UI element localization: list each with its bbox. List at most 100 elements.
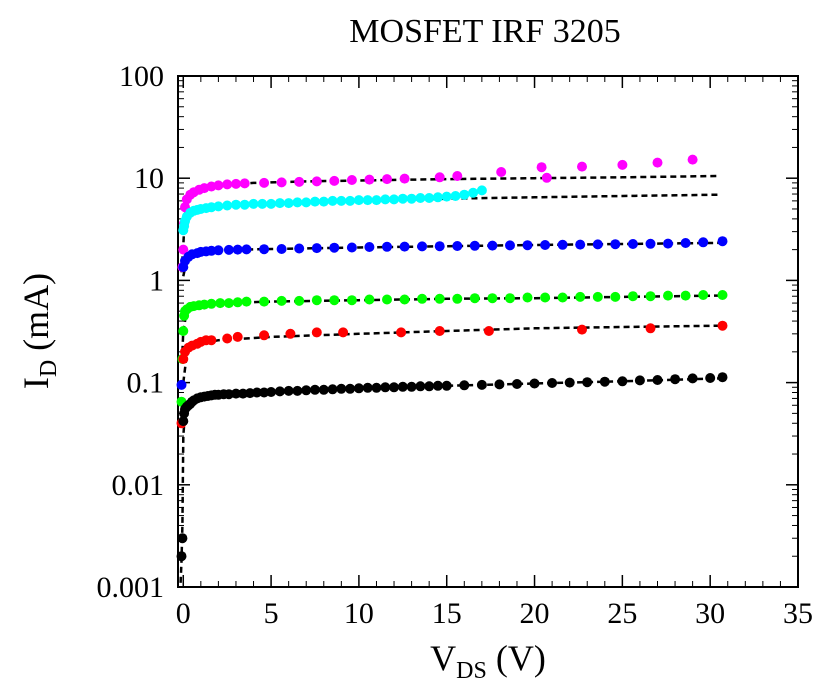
data-point	[634, 375, 645, 386]
data-point	[176, 551, 187, 562]
data-point	[239, 178, 250, 189]
data-point	[452, 241, 463, 251]
x-tick-label: 35	[783, 597, 813, 630]
chart-title: MOSFET IRF 3205	[349, 13, 620, 50]
data-point	[645, 238, 656, 249]
data-point	[441, 380, 452, 391]
data-point	[353, 383, 364, 394]
data-point	[257, 198, 268, 209]
data-point	[483, 326, 494, 336]
data-point	[231, 199, 241, 210]
data-point	[645, 291, 656, 302]
x-tick-label: 10	[344, 597, 374, 630]
data-point	[178, 326, 189, 336]
x-axis-label-main: V	[430, 638, 456, 678]
data-point	[294, 176, 305, 187]
data-point	[206, 335, 217, 346]
data-point	[232, 244, 243, 255]
data-point	[469, 293, 480, 304]
data-point	[294, 295, 305, 306]
data-point	[371, 195, 382, 206]
data-point	[364, 242, 375, 252]
data-point	[512, 379, 522, 389]
data-point	[231, 178, 241, 189]
data-point	[397, 381, 408, 392]
data-point	[311, 327, 322, 338]
y-tick-label: 100	[119, 60, 164, 93]
x-tick-labels: 0 5 10 15 20 25 30 35	[176, 597, 813, 630]
data-point	[680, 238, 691, 248]
y-tick-label: 0.1	[127, 367, 165, 400]
data-point	[231, 388, 241, 399]
data-point	[434, 326, 445, 336]
data-point	[346, 295, 357, 306]
data-point	[283, 198, 294, 209]
data-point	[496, 167, 507, 177]
x-tick-label: 0	[176, 597, 191, 630]
data-point	[301, 197, 312, 208]
data-point	[176, 379, 187, 390]
data-point	[292, 385, 303, 396]
axis-ticks	[178, 75, 799, 588]
data-point	[346, 175, 357, 185]
data-point	[318, 384, 329, 395]
data-point	[610, 291, 621, 302]
data-point	[301, 385, 312, 396]
data-point	[687, 373, 698, 384]
data-point	[362, 195, 373, 206]
data-point	[178, 416, 189, 427]
x-tick-label: 15	[432, 597, 462, 630]
data-point	[399, 294, 410, 305]
data-point	[452, 293, 463, 304]
y-axis-label: ID (mA)	[16, 273, 62, 389]
data-point	[424, 381, 435, 392]
data-point	[336, 195, 347, 206]
data-point	[522, 292, 533, 303]
fit-line-5	[179, 377, 720, 583]
data-point	[248, 198, 259, 209]
data-point	[522, 240, 533, 251]
data-point	[592, 239, 603, 250]
data-point	[362, 382, 373, 393]
data-point	[627, 291, 638, 302]
data-point	[222, 179, 233, 190]
data-point	[487, 240, 498, 251]
y-tick-label: 10	[134, 162, 164, 195]
data-point	[717, 236, 728, 247]
y-tick-label: 0.001	[97, 571, 165, 604]
data-point	[283, 385, 294, 396]
data-point	[380, 382, 391, 393]
data-point	[345, 195, 356, 206]
data-point	[432, 192, 443, 203]
x-axis-label: VDS (V)	[430, 638, 546, 684]
data-points	[176, 154, 728, 562]
data-point	[397, 193, 408, 204]
x-tick-label: 25	[607, 597, 637, 630]
data-point	[717, 320, 728, 331]
data-point	[406, 381, 417, 392]
data-point	[318, 196, 329, 207]
data-point	[382, 294, 392, 305]
data-point	[459, 189, 470, 200]
data-point	[547, 378, 558, 388]
data-point	[380, 194, 391, 205]
data-point	[399, 173, 410, 184]
data-point	[213, 201, 224, 212]
data-point	[292, 197, 303, 208]
data-point	[645, 323, 656, 334]
data-point	[241, 296, 252, 307]
data-point	[274, 198, 285, 209]
data-point	[371, 382, 382, 393]
data-point	[698, 237, 709, 248]
data-point	[599, 376, 610, 387]
data-point	[399, 241, 410, 252]
data-point	[434, 241, 445, 252]
data-point	[213, 180, 224, 191]
y-tick-labels: 0.001 0.01 0.1 1 10 100	[97, 60, 165, 604]
data-point	[415, 381, 426, 392]
data-point	[670, 374, 681, 385]
data-point	[222, 200, 233, 211]
data-point	[177, 533, 188, 544]
data-point	[705, 373, 716, 383]
data-point	[564, 377, 575, 388]
